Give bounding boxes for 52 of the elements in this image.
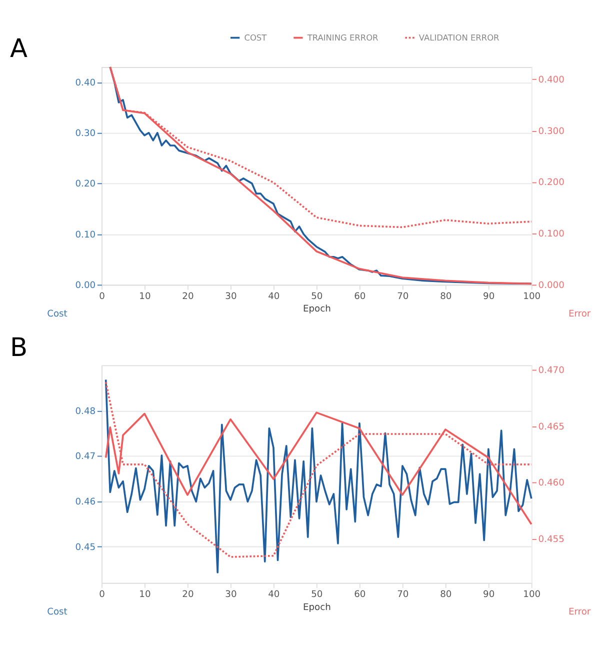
x-tick-label: 70 bbox=[397, 590, 409, 600]
x-tick-label: 20 bbox=[182, 292, 194, 302]
y2-tick-label: 0.400 bbox=[538, 76, 565, 86]
x-tick-label: 70 bbox=[397, 292, 409, 302]
legend-label: TRAINING ERROR bbox=[306, 32, 379, 43]
y-tick-label: 0.48 bbox=[75, 406, 96, 417]
legend-label: VALIDATION ERROR bbox=[418, 32, 500, 43]
x-axis-title: Epoch bbox=[302, 602, 332, 613]
x-tick-label: 40 bbox=[268, 590, 280, 600]
x-tick-label: 0 bbox=[99, 292, 106, 302]
x-tick-label: 20 bbox=[182, 590, 194, 600]
y2-tick-label: 0.470 bbox=[538, 366, 565, 376]
y-tick-label: 0.30 bbox=[75, 129, 96, 140]
y2-tick-label: 0.460 bbox=[538, 478, 565, 489]
y-tick-label: 0.40 bbox=[75, 78, 96, 88]
x-tick-label: 10 bbox=[139, 292, 151, 302]
chart-title: B bbox=[10, 332, 28, 363]
x-tick-label: 100 bbox=[523, 292, 541, 302]
x-tick-label: 10 bbox=[139, 590, 151, 600]
y2-tick-label: 0.000 bbox=[538, 280, 565, 291]
x-tick-label: 90 bbox=[483, 590, 495, 600]
y2-tick-label: 0.455 bbox=[538, 535, 565, 546]
y-tick-label: 0.45 bbox=[75, 542, 96, 553]
y-tick-label: 0.00 bbox=[75, 280, 96, 291]
x-tick-label: 30 bbox=[225, 590, 237, 600]
y-tick-label: 0.47 bbox=[75, 452, 96, 462]
x-tick-label: 30 bbox=[225, 292, 237, 302]
y-tick-label: 0.20 bbox=[75, 180, 96, 190]
y-tick-label: 0.10 bbox=[75, 230, 96, 240]
y-axis-title: Cost bbox=[47, 607, 68, 618]
legend-label: COST bbox=[244, 32, 268, 43]
y-tick-label: 0.46 bbox=[75, 497, 96, 508]
x-tick-label: 80 bbox=[440, 590, 452, 600]
x-tick-label: 0 bbox=[99, 590, 106, 600]
y2-axis-title: Error bbox=[568, 309, 591, 320]
x-tick-label: 60 bbox=[354, 590, 366, 600]
x-tick-label: 80 bbox=[440, 292, 452, 302]
x-tick-label: 90 bbox=[483, 292, 495, 302]
x-tick-label: 50 bbox=[311, 292, 323, 302]
y2-tick-label: 0.200 bbox=[538, 178, 565, 188]
y2-tick-label: 0.300 bbox=[538, 126, 565, 137]
line-series bbox=[109, 66, 532, 285]
y-axis-title: Cost bbox=[47, 309, 68, 320]
y2-tick-label: 0.100 bbox=[538, 230, 565, 240]
x-tick-label: 100 bbox=[523, 590, 541, 600]
y2-tick-label: 0.465 bbox=[538, 422, 565, 432]
x-tick-label: 60 bbox=[354, 292, 366, 302]
x-tick-label: 40 bbox=[268, 292, 280, 302]
chart-title: A bbox=[10, 34, 28, 64]
x-tick-label: 50 bbox=[311, 590, 323, 600]
y2-axis-title: Error bbox=[568, 607, 591, 618]
x-axis-title: Epoch bbox=[302, 304, 332, 315]
